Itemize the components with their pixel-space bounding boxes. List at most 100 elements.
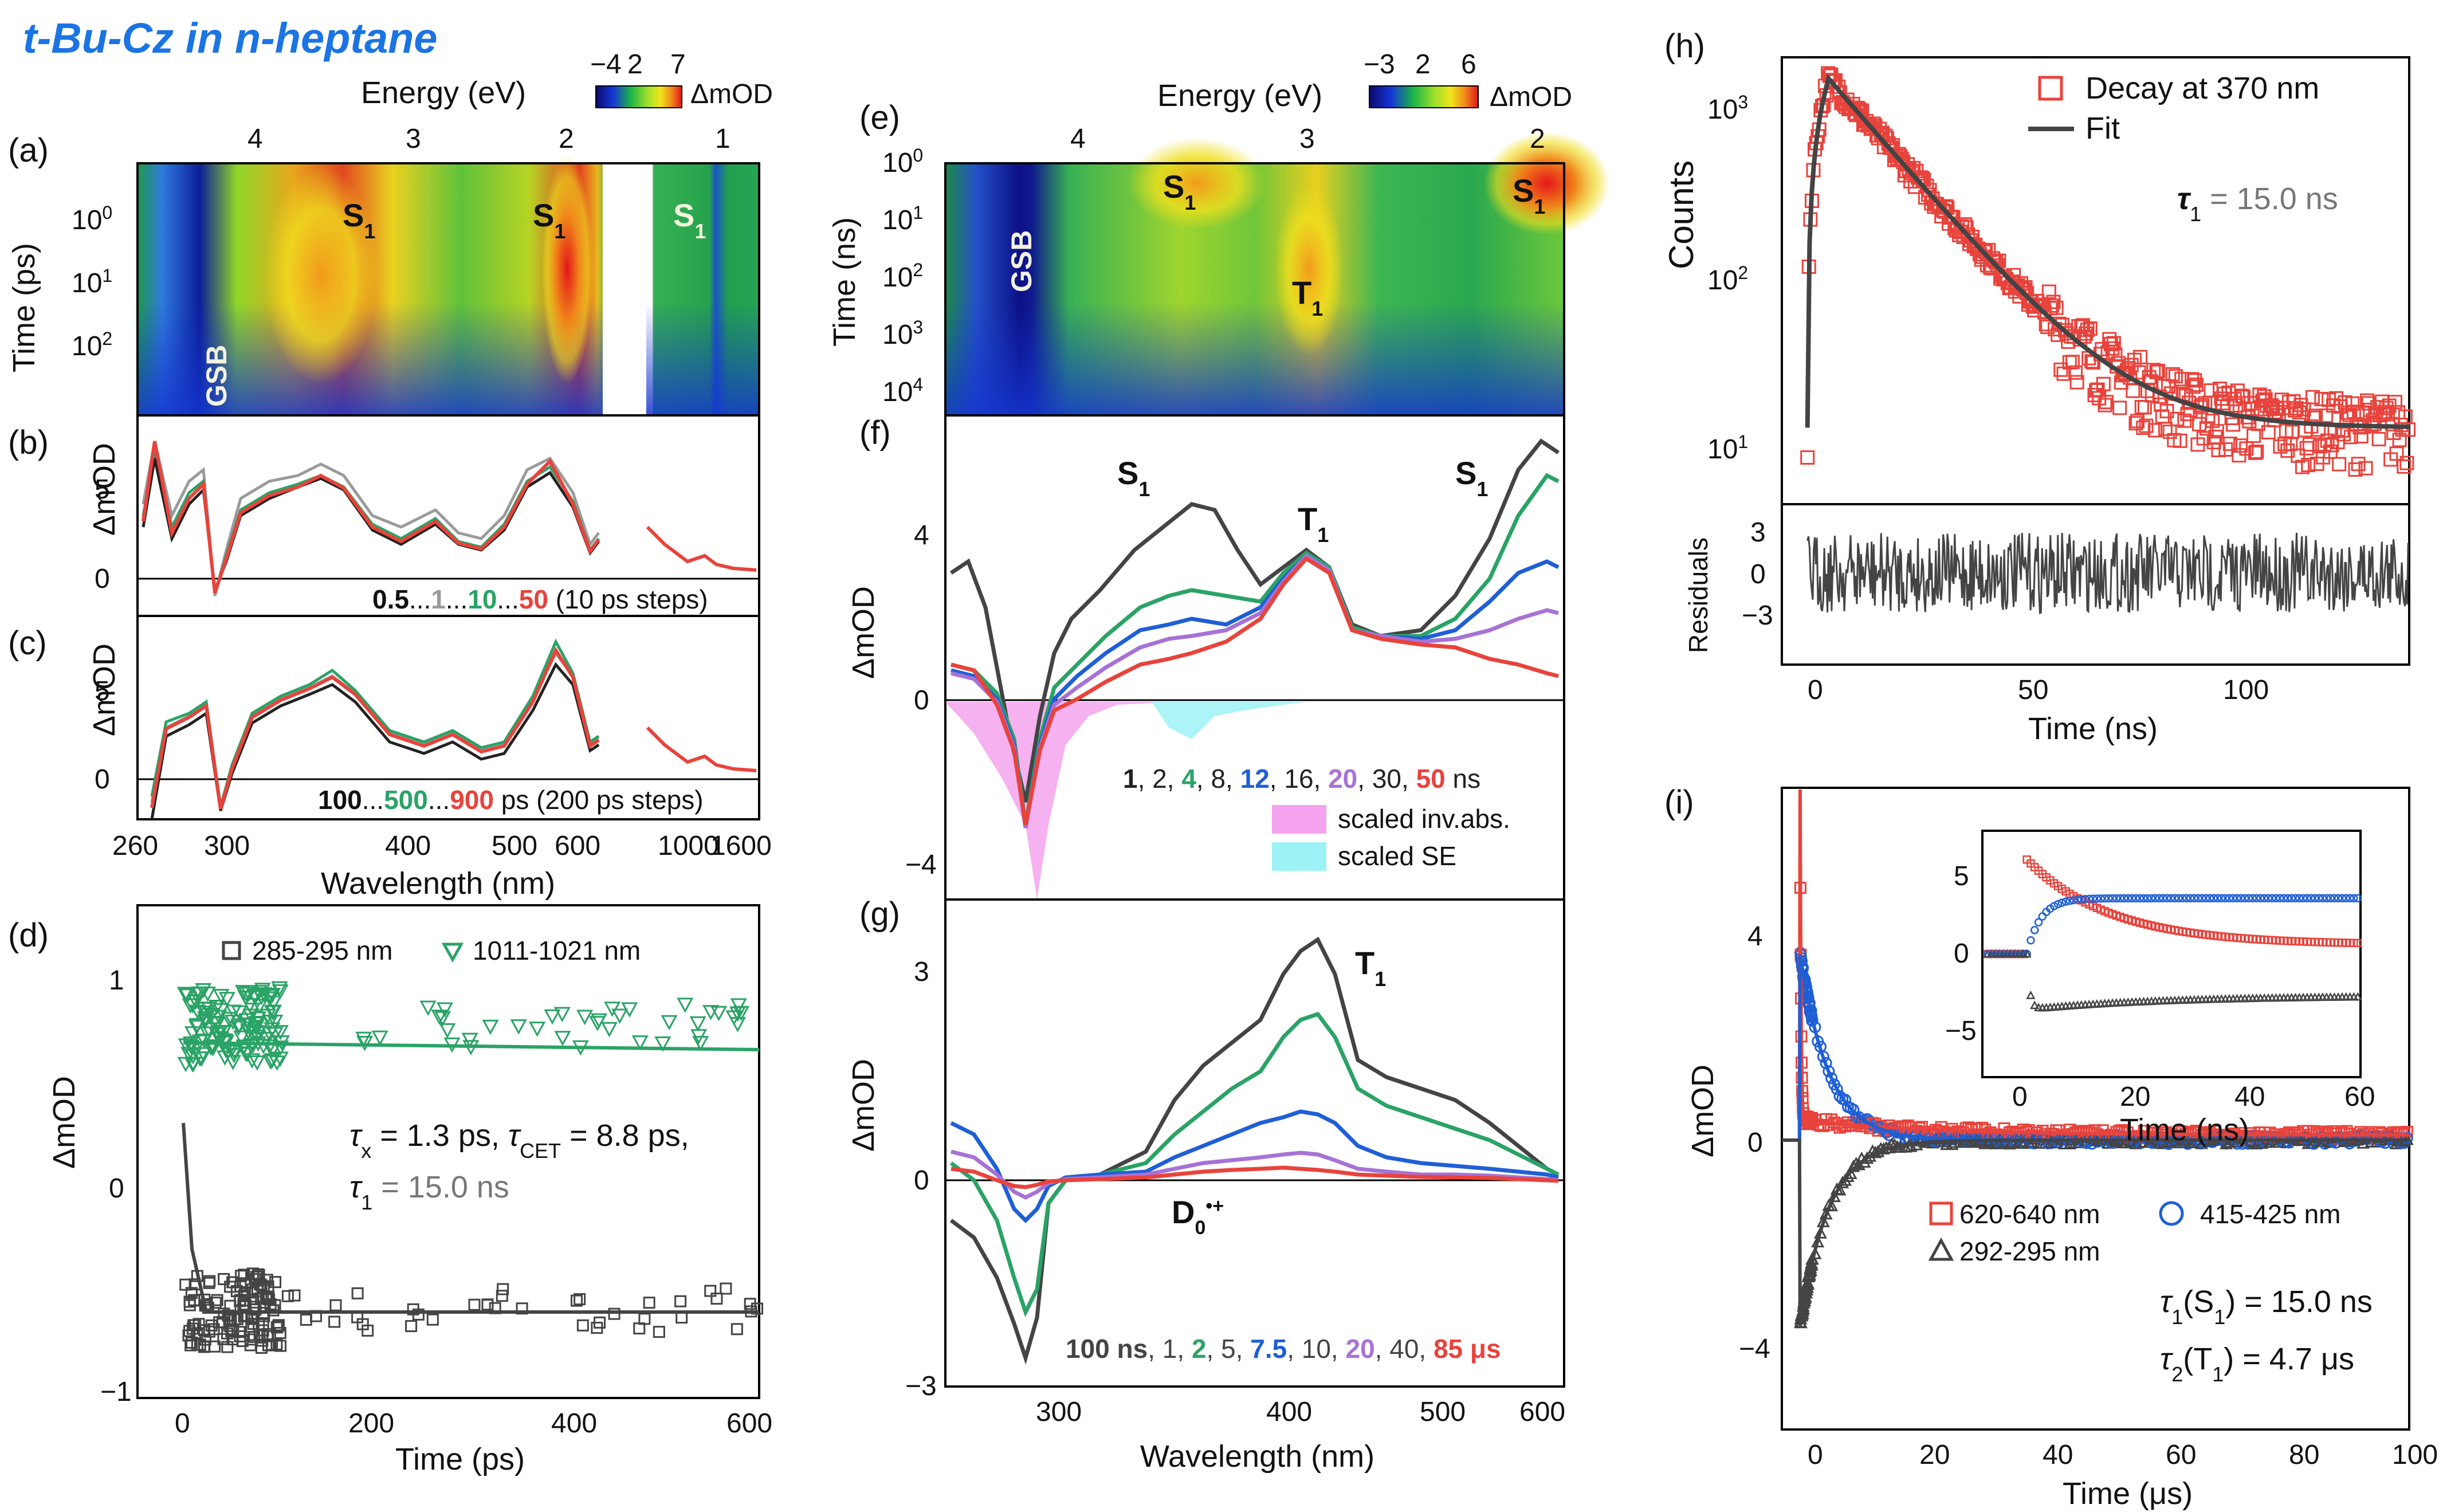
panel-label-i: (i) [1664, 784, 1694, 821]
panel-d-point-green [249, 1055, 266, 1071]
panel-f-area-inv-abs [945, 702, 1175, 900]
panel-label-c: (c) [8, 625, 47, 662]
panel-i-inset-point-blue [2350, 894, 2358, 903]
panel-label-g: (g) [859, 896, 900, 933]
panel-d-point-green [436, 1002, 453, 1018]
panel-h-legend-square [2038, 76, 2063, 101]
panel-d-point-green [177, 1057, 194, 1073]
panel-c-frame [136, 615, 760, 820]
panel-g-xtick: 500 [1420, 1397, 1466, 1427]
panel-i-inset-point-blue [2174, 894, 2183, 903]
panel-d-point-green [730, 998, 747, 1014]
panel-d-point-grey [253, 1328, 266, 1341]
panel-d-point-grey [643, 1297, 655, 1309]
panel-i-inset-point-blue [2209, 894, 2218, 903]
panel-b: (b) ΔmOD 0 5 0.5...1...10...50 (10 ps st… [8, 414, 760, 617]
panel-i-inset-point-blue [2100, 894, 2109, 903]
panel-d-point-green [231, 1005, 248, 1021]
panel-i-inset-point-blue [2143, 894, 2152, 903]
panel-d-point-green [710, 1006, 728, 1022]
panel-d-point-grey [608, 1307, 620, 1320]
panel-c-xtick: 1600 [710, 831, 772, 861]
panel-f-t1-label: T1 [1298, 501, 1329, 547]
panel-d-point-grey [426, 1313, 439, 1326]
panel-d-point-grey [674, 1295, 687, 1307]
panel-d-point-green [203, 1008, 220, 1023]
panel-d-point-grey [675, 1311, 688, 1324]
panel-i-inset-point-blue [2092, 894, 2102, 903]
panel-i-inset-point-blue [2229, 894, 2237, 903]
panel-d-point-grey [250, 1270, 263, 1283]
panel-d-point-green [246, 988, 263, 1004]
panel-d-point-grey [194, 1338, 206, 1351]
panel-d-point-green [234, 985, 252, 1000]
panel-g-t1-label: T1 [1355, 945, 1386, 991]
panel-d-point-green [247, 1031, 264, 1047]
panel-d-xtick: 400 [551, 1408, 597, 1439]
panel-i-inset-point-blue [2334, 894, 2343, 903]
panel-d-point-grey [209, 1340, 221, 1353]
panel-h-point [2332, 457, 2347, 472]
panel-d-point-green [554, 1031, 571, 1046]
panel-i-inset-point-blue [2170, 894, 2179, 903]
panel-d-xtick: 200 [348, 1408, 394, 1439]
panel-d-point-grey [226, 1276, 239, 1289]
panel-i-inset-point-blue [2159, 894, 2167, 903]
panel-h-point [2041, 284, 2056, 299]
panel-h-point [2149, 364, 2164, 379]
panel-d-point-grey [481, 1299, 494, 1311]
panel-h-point [2108, 347, 2123, 362]
panel-d-point-grey [496, 1290, 508, 1302]
panel-h-point [2158, 422, 2173, 437]
panel-h-point [2162, 425, 2177, 439]
panel-i-ytick: 0 [1747, 1128, 1763, 1158]
panel-g-ytick: 3 [914, 957, 929, 987]
panel-a-energy-tick: 2 [559, 124, 574, 154]
panel-i-inset-point-blue [2124, 894, 2132, 903]
panel-f-s1-label-1: S1 [1117, 455, 1150, 501]
panel-i-inset-point-blue [2120, 894, 2128, 903]
panel-i-inset-point-blue [2272, 894, 2280, 903]
panel-d-point-green [240, 1024, 257, 1040]
panel-h-point [2044, 298, 2059, 313]
panel-d-point-green [529, 1022, 546, 1037]
panel-i-legend-red: 620-640 nm [1959, 1199, 2100, 1229]
panel-i-inset-point-blue [2279, 894, 2288, 903]
panel-d-frame [136, 904, 760, 1399]
panel-g-xtick: 600 [1519, 1397, 1565, 1427]
panel-h-point [2209, 424, 2224, 439]
panel-d-point-green [183, 1039, 200, 1055]
panel-h-point [2137, 400, 2152, 415]
panel-a-colorbar [595, 85, 682, 108]
panel-e-s1-blob [1129, 138, 1266, 229]
panel-d-point-grey [247, 1318, 260, 1330]
panel-i-inset-point-blue [2303, 894, 2312, 903]
panel-d-point-grey [262, 1339, 275, 1352]
panel-h-point [2189, 377, 2204, 392]
panel-h-point [1800, 450, 1815, 465]
panel-d-legend-square [222, 941, 241, 960]
panel-d-point-green [254, 983, 271, 998]
panel-d-ytick: 1 [109, 965, 124, 996]
panel-d-point-green [431, 1010, 448, 1025]
panel-i-inset-point-blue [2116, 894, 2124, 903]
panel-i-ytick: −4 [1739, 1334, 1770, 1364]
panel-f-legend-times: 1, 2, 4, 8, 12, 16, 20, 30, 50 ns [1123, 764, 1480, 794]
panel-i-inset-point-blue [2353, 894, 2362, 903]
panel-d-point-grey [221, 1327, 233, 1340]
panel-i-inset-point-blue [2104, 894, 2113, 903]
panel-i-inset-point-blue [2182, 894, 2191, 903]
panel-h-resid-tick: −3 [1742, 600, 1773, 631]
panel-d-point-green [702, 1005, 720, 1020]
panel-i-inset-ytick: 0 [1954, 938, 1969, 969]
panel-a-cbar-tick: −4 [590, 49, 622, 80]
panel-i-inset-point-blue [2030, 926, 2039, 934]
panel-i-inset-point-blue [2283, 894, 2292, 903]
panel-h-point [2387, 395, 2402, 410]
panel-h-point [2126, 383, 2140, 398]
panel-g-x-label: Wavelength (nm) [1140, 1439, 1374, 1474]
panel-f-ytick: 4 [914, 520, 929, 551]
panel-i-inset-xtick: 0 [2012, 1082, 2028, 1112]
panel-d-point-green [249, 1030, 266, 1045]
panel-b-trace-grey [142, 441, 600, 596]
